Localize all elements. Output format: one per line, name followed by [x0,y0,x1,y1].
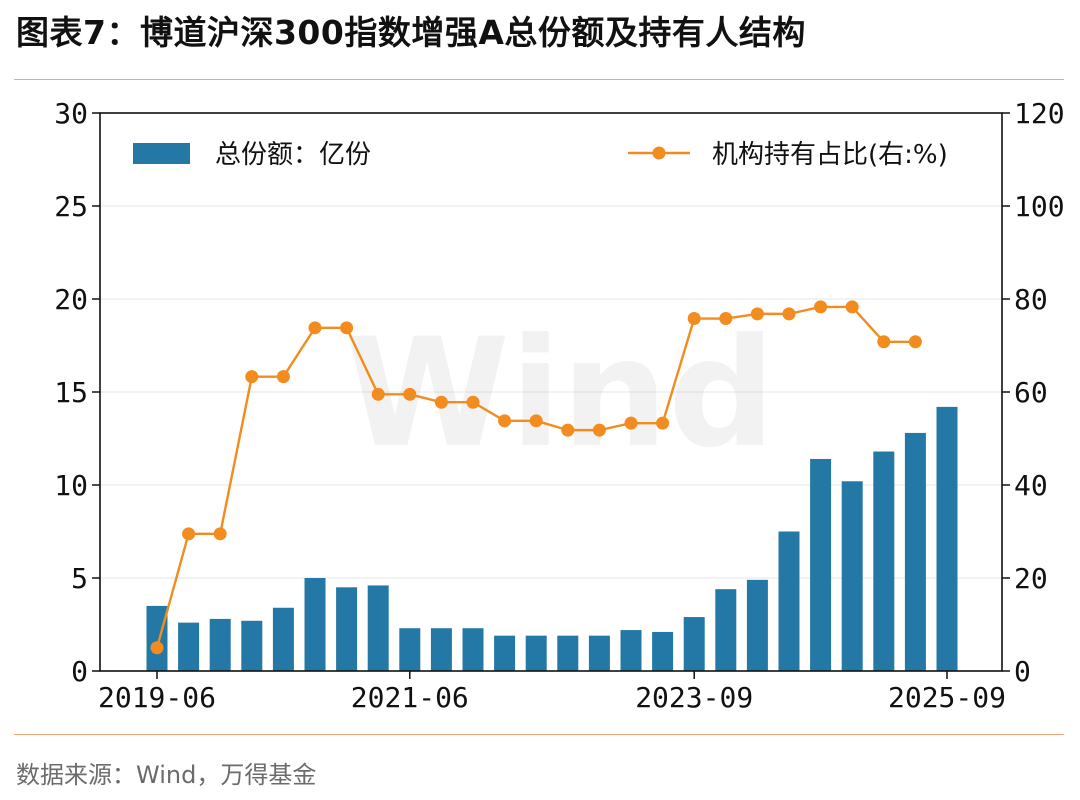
page-title: 图表7：博道沪深300指数增强A总份额及持有人结构 [16,13,806,52]
legend-line-marker [652,146,666,160]
bar [620,630,642,671]
right-tick-label: 100 [1014,190,1065,223]
left-tick-label: 15 [54,376,88,409]
left-tick-label: 5 [71,562,88,595]
left-tick-label: 20 [54,283,88,316]
line-point [308,321,322,335]
left-tick-label: 25 [54,190,88,223]
x-tick-label: 2021-06 [351,681,469,714]
bar [746,579,768,671]
line-point [877,335,891,349]
line-point [150,641,164,655]
line-point [371,387,385,401]
bar [652,631,674,671]
legend-bar-swatch [133,143,190,164]
legend-line-label: 机构持有占比(右:%) [712,140,948,170]
source-note: 数据来源：Wind，万得基金 [16,761,317,789]
line-point [592,423,606,437]
bar [462,628,484,671]
right-tick-label: 40 [1014,469,1048,502]
line-point [434,395,448,409]
left-tick-label: 30 [54,97,88,130]
bar [272,607,294,671]
bar [873,451,895,671]
line-point [624,416,638,430]
bar [494,635,516,671]
right-tick-label: 60 [1014,376,1048,409]
line-point [561,423,575,437]
line-point [245,370,259,384]
bar [557,635,579,671]
line-point [687,312,701,326]
line-point [814,300,828,314]
line-point [276,370,290,384]
line-point [750,307,764,321]
bar [336,587,358,671]
line-point [182,527,196,541]
line-point [213,527,227,541]
left-tick-label: 0 [71,655,88,688]
bar [525,635,547,671]
right-tick-label: 20 [1014,562,1048,595]
x-tick-label: 2019-06 [98,681,216,714]
line-point [845,300,859,314]
right-tick-label: 0 [1014,655,1031,688]
x-tick-label: 2025-09 [888,681,1006,714]
top-divider [14,79,1064,80]
bar [430,628,452,671]
bar [683,617,705,671]
line-point [466,395,480,409]
bar [778,531,800,671]
bar [715,589,737,671]
bar [810,458,832,671]
watermark-text: Wind [344,307,775,481]
line-point [340,321,354,335]
line-point [498,414,512,428]
bar [399,628,421,671]
right-tick-label: 120 [1014,97,1065,130]
bottom-divider [14,734,1064,735]
bar [367,585,389,671]
bar [209,618,231,671]
x-tick-label: 2023-09 [635,681,753,714]
legend-bar-label: 总份额：亿份 [215,140,371,170]
line-point [403,387,417,401]
bar [304,578,326,671]
bar [588,635,610,671]
bar [936,406,958,671]
line-point [719,312,733,326]
line-point [908,335,922,349]
right-tick-label: 80 [1014,283,1048,316]
left-tick-label: 10 [54,469,88,502]
bar [241,620,263,671]
bar [841,481,863,671]
bar [146,605,168,671]
line-point [782,307,796,321]
line-point [529,414,543,428]
line-point [656,416,670,430]
bar [904,432,926,671]
bar [178,622,200,671]
